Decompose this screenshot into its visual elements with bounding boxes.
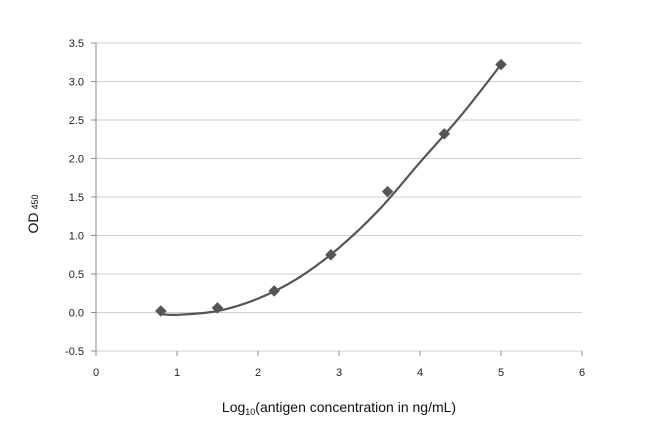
- grid-lines: [96, 42, 582, 352]
- data-point-marker: [495, 58, 507, 71]
- y-tick-label: 1.0: [69, 231, 84, 243]
- data-point-marker: [154, 305, 167, 317]
- y-axis-title-main: OD: [25, 213, 41, 234]
- x-tick-label: 1: [174, 367, 180, 379]
- data-points: [154, 58, 507, 317]
- data-point-marker: [268, 285, 281, 297]
- x-tick-label: 5: [498, 367, 504, 379]
- y-tick-label: 3.0: [69, 77, 84, 89]
- y-tick-label: 1.5: [69, 192, 84, 204]
- axes: [91, 42, 583, 356]
- x-axis-title-prefix: Log: [222, 399, 245, 415]
- x-tick-label: 6: [579, 367, 585, 379]
- data-point-marker: [325, 248, 337, 261]
- y-tick-labels: -0.5 0.0 0.5 1.0 1.5 2.0 2.5 3.0 3.5: [65, 38, 84, 358]
- y-tick-label: 2.0: [69, 154, 84, 166]
- data-point-marker: [211, 302, 224, 314]
- data-point-marker: [438, 128, 451, 140]
- x-tick-label: 4: [417, 367, 423, 379]
- data-point-marker: [381, 185, 394, 198]
- y-axis-title: OD 450: [25, 194, 41, 233]
- x-axis-title: Log10(antigen concentration in ng/mL): [222, 399, 456, 417]
- y-tick-label: 0.0: [69, 308, 84, 320]
- trendline: [160, 63, 502, 317]
- y-axis-title-sub: 450: [30, 194, 40, 209]
- y-tick-label: 2.5: [69, 115, 84, 127]
- x-tick-labels: 0 1 2 3 4 5 6: [93, 367, 585, 379]
- y-tick-label: -0.5: [65, 346, 84, 358]
- x-axis-title-suffix: (antigen concentration in ng/mL): [255, 399, 456, 415]
- y-tick-label: 3.5: [69, 38, 84, 50]
- y-tick-label: 0.5: [69, 269, 84, 281]
- x-axis-title-sub: 10: [245, 407, 255, 417]
- x-tick-label: 0: [93, 367, 99, 379]
- x-tick-label: 3: [336, 367, 342, 379]
- x-tick-label: 2: [255, 367, 261, 379]
